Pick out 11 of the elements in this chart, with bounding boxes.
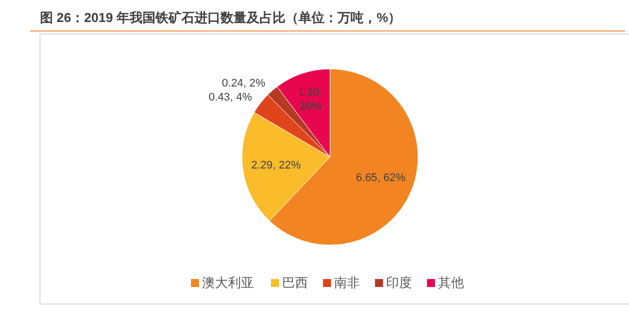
data-label: 0.24, 2% — [222, 78, 266, 90]
legend-label: 巴西 — [282, 275, 308, 290]
data-label: 0.43, 4% — [208, 92, 252, 104]
data-label: 2.29, 22% — [251, 160, 301, 172]
legend-label: 南非 — [334, 275, 360, 290]
data-label: 6.65, 62% — [356, 172, 406, 184]
legend-label: 其他 — [438, 275, 464, 290]
data-label: 1.10, 10% — [298, 86, 323, 113]
chart-title: 图 26：2019 年我国铁矿石进口数量及占比（单位：万吨，%） — [40, 10, 402, 25]
legend-label: 印度 — [386, 275, 412, 290]
legend-label: 澳大利亚 — [202, 275, 254, 290]
